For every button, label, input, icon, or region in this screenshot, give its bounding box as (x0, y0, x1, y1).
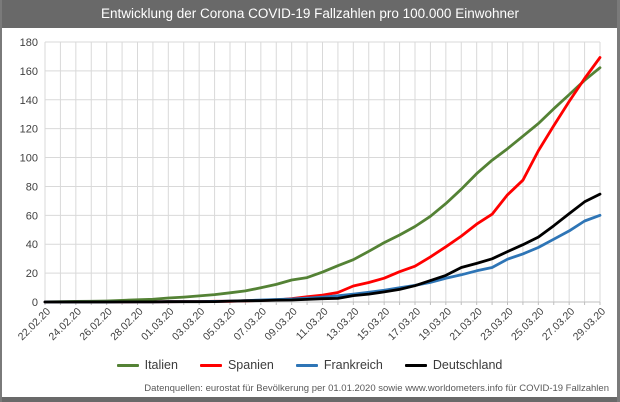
bottom-border-bar (2, 397, 617, 402)
legend-item-frankreich: Frankreich (295, 358, 383, 372)
y-tick-label: 80 (26, 181, 38, 193)
y-tick-label: 140 (20, 95, 38, 107)
x-gridlines (44, 42, 601, 302)
x-tick-label: 22.02.20 (16, 306, 53, 343)
legend-swatch-frankreich (295, 363, 318, 367)
y-axis-labels: 0 20 40 60 80 100 120 140 160 180 (20, 37, 38, 309)
legend-swatch-italien (116, 363, 139, 367)
legend-label-deutschland: Deutschland (432, 358, 503, 372)
y-tick-label: 0 (32, 297, 38, 309)
x-tick-label: 05.03.20 (201, 306, 238, 343)
x-tick-label: 03.03.20 (170, 306, 207, 343)
x-tick-label: 15.03.20 (355, 306, 392, 343)
x-axis-labels: 22.02.2024.02.2026.02.2028.02.2001.03.20… (16, 306, 608, 344)
x-tick-label: 17.03.20 (386, 306, 423, 343)
x-tick-label: 07.03.20 (232, 306, 269, 343)
x-tick-label: 01.03.20 (139, 306, 176, 343)
x-tick-label: 23.03.20 (478, 306, 515, 343)
x-tick-label: 27.03.20 (540, 306, 577, 343)
x-tick-label: 25.03.20 (509, 306, 546, 343)
legend-label-frankreich: Frankreich (323, 358, 383, 372)
x-tick-label: 21.03.20 (447, 306, 484, 343)
line-chart-plot: 0 20 40 60 80 100 120 140 160 180 22.02.2024.02.20… (16, 37, 608, 344)
x-tick-label: 09.03.20 (262, 306, 299, 343)
legend-item-deutschland: Deutschland (404, 358, 503, 372)
x-tick-label: 24.02.20 (47, 306, 84, 343)
chart-title: Entwicklung der Corona COVID-19 Fallzahl… (2, 0, 617, 28)
y-tick-label: 60 (26, 210, 38, 222)
y-tick-label: 40 (26, 239, 38, 251)
legend-item-italien: Italien (116, 358, 178, 372)
y-tick-label: 20 (26, 268, 38, 280)
y-tick-label: 100 (20, 153, 38, 165)
data-source-note: Datenquellen: eurostat für Bevölkerung p… (144, 383, 609, 394)
y-tick-label: 160 (20, 66, 38, 78)
x-tick-label: 26.02.20 (77, 306, 114, 343)
x-tick-label: 28.02.20 (108, 306, 145, 343)
legend-swatch-spanien (199, 363, 222, 367)
chart-legend: Italien Spanien Frankreich Deutschland (2, 355, 617, 375)
legend-swatch-deutschland (404, 363, 427, 367)
y-tick-label: 180 (20, 37, 38, 49)
series-line-deutschland (43, 192, 602, 304)
y-tick-label: 120 (20, 124, 38, 136)
legend-item-spanien: Spanien (199, 358, 274, 372)
x-tick-label: 19.03.20 (417, 306, 454, 343)
x-tick-label: 29.03.20 (571, 306, 608, 343)
x-tick-label: 13.03.20 (324, 306, 361, 343)
legend-label-italien: Italien (144, 358, 178, 372)
legend-label-spanien: Spanien (227, 358, 274, 372)
series-line-italien (43, 66, 602, 304)
